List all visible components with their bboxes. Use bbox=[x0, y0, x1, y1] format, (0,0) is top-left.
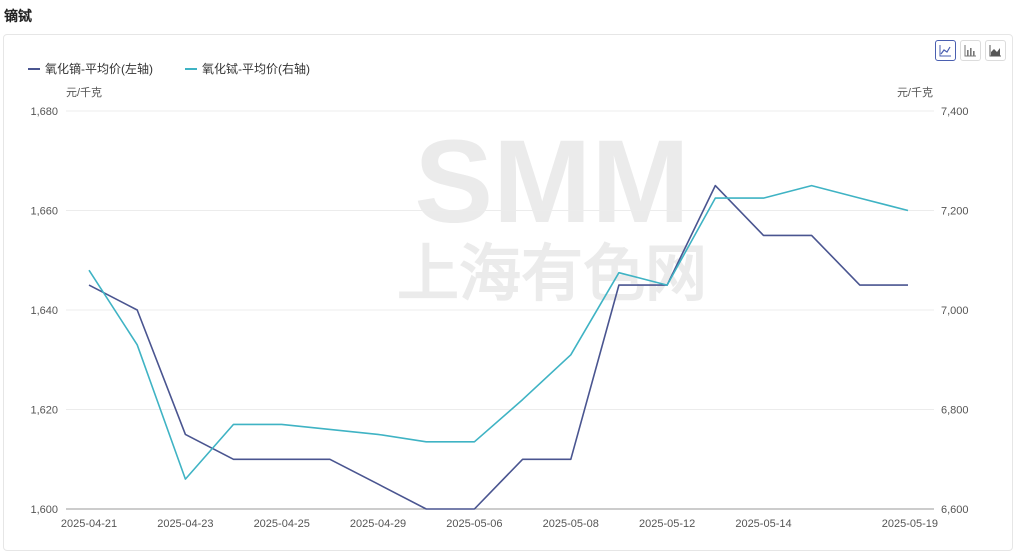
grid-lines bbox=[66, 110, 934, 510]
legend-item-2[interactable]: 氧化铽-平均价(右轴) bbox=[202, 61, 310, 76]
area-chart-button[interactable] bbox=[985, 40, 1006, 61]
right-tick-label: 7,400 bbox=[941, 106, 969, 118]
x-tick-label: 2025-05-12 bbox=[639, 518, 695, 530]
series-line-2[interactable] bbox=[88, 184, 909, 480]
watermark-text: 上海有色网 bbox=[397, 237, 707, 310]
x-tick-label: 2025-05-14 bbox=[735, 518, 791, 530]
watermark-logo: SMM bbox=[414, 116, 689, 248]
left-tick-label: 1,620 bbox=[30, 405, 58, 417]
series-lines bbox=[88, 184, 909, 510]
right-axis-unit: 元/千克 bbox=[897, 86, 933, 99]
left-tick-label: 1,600 bbox=[30, 504, 58, 516]
left-axis-ticks: 1,600 1,620 1,640 1,660 1,680 bbox=[30, 106, 58, 516]
x-tick-label: 2025-05-19 bbox=[882, 518, 938, 530]
x-tick-label: 2025-04-21 bbox=[61, 518, 117, 530]
x-tick-label: 2025-04-23 bbox=[157, 518, 213, 530]
line-chart-icon bbox=[939, 45, 951, 57]
x-axis-ticks: 2025-04-21 2025-04-23 2025-04-25 2025-04-29… bbox=[61, 518, 938, 530]
left-tick-label: 1,680 bbox=[30, 106, 58, 118]
left-axis-unit: 元/千克 bbox=[66, 86, 102, 99]
chart-type-toolbar bbox=[935, 40, 1006, 61]
x-tick-label: 2025-05-08 bbox=[543, 518, 599, 530]
chart-card bbox=[3, 34, 1013, 551]
right-tick-label: 7,000 bbox=[941, 305, 969, 317]
smm-watermark: SMM 上海有色网 bbox=[397, 116, 707, 310]
left-tick-label: 1,660 bbox=[30, 206, 58, 218]
page-title: 镝铽 bbox=[4, 8, 32, 24]
x-tick-label: 2025-05-06 bbox=[446, 518, 502, 530]
right-tick-label: 7,200 bbox=[941, 206, 969, 218]
left-tick-label: 1,640 bbox=[30, 305, 58, 317]
x-tick-label: 2025-04-25 bbox=[254, 518, 310, 530]
area-chart-icon bbox=[989, 45, 1001, 57]
right-tick-label: 6,600 bbox=[941, 504, 969, 516]
right-axis-ticks: 6,600 6,800 7,000 7,200 7,400 bbox=[941, 106, 969, 516]
x-tick-label: 2025-04-29 bbox=[350, 518, 406, 530]
legend: 氧化镝-平均价(左轴) 氧化铽-平均价(右轴) bbox=[28, 61, 310, 76]
line-chart-button[interactable] bbox=[935, 40, 956, 61]
series-line-1[interactable] bbox=[88, 184, 908, 510]
bar-chart-icon bbox=[964, 45, 976, 57]
bar-chart-button[interactable] bbox=[960, 40, 981, 61]
legend-item-1[interactable]: 氧化镝-平均价(左轴) bbox=[45, 61, 153, 76]
right-tick-label: 6,800 bbox=[941, 405, 969, 417]
